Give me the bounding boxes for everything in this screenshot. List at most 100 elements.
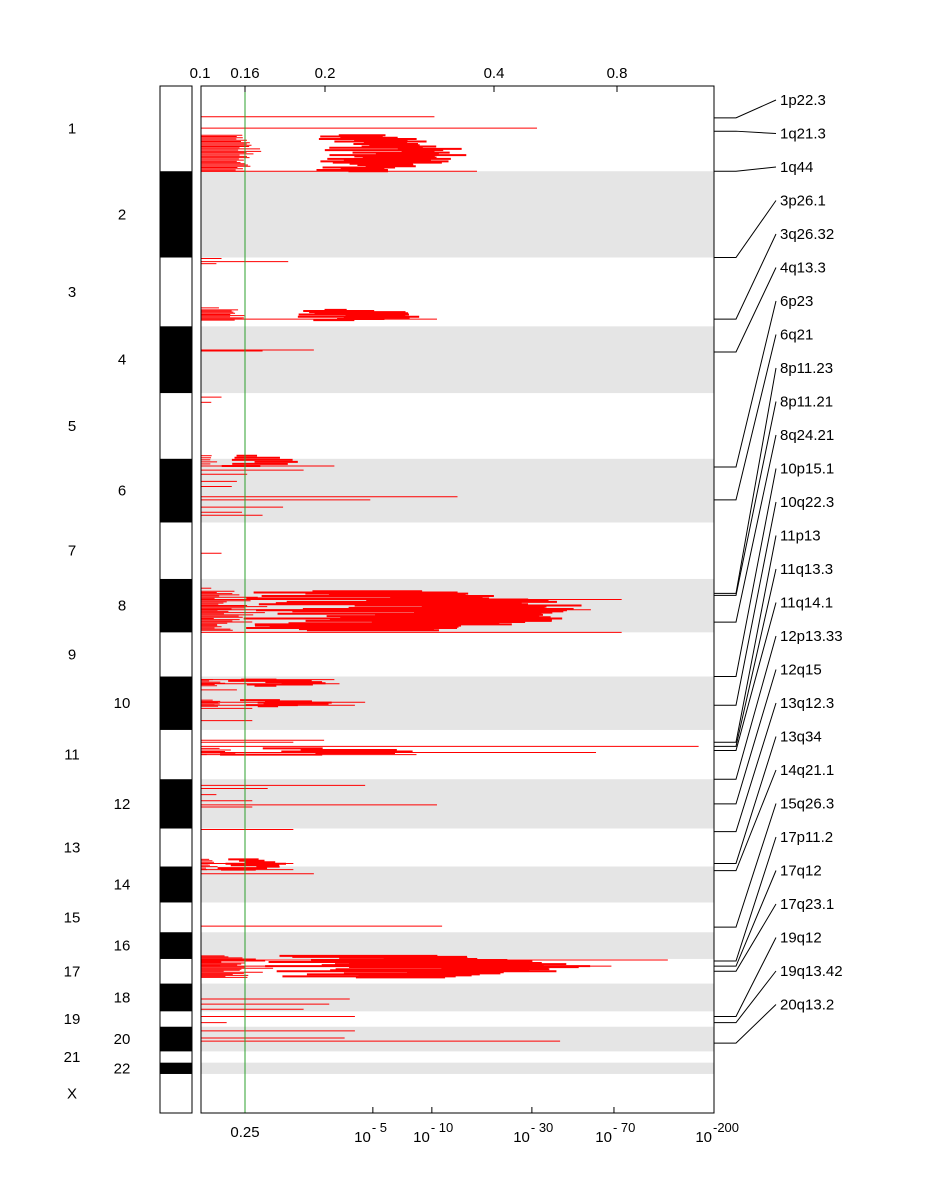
- ideogram-block-chr-4: [160, 326, 192, 394]
- bottom-axis-tick-label: 10- 70: [595, 1120, 635, 1146]
- peak-label: 12q15: [780, 662, 822, 679]
- peak-annotation: 4q13.3: [714, 260, 826, 353]
- chromosome-label: 19: [64, 1011, 81, 1028]
- peak-label: 19q13.42: [780, 963, 843, 980]
- peak-label: 11q13.3: [780, 561, 833, 578]
- peak-annotation: 11p13: [714, 528, 821, 743]
- peak-leader-line: [714, 130, 777, 134]
- peak-annotation: 8p11.21: [714, 394, 833, 596]
- peak-label: 8q24.21: [780, 427, 834, 444]
- plot-frame: [200, 85, 715, 1114]
- top-axis-tick-label: 0.4: [484, 65, 505, 82]
- chromosome-label: 9: [68, 646, 76, 663]
- ideogram-block-chr-6: [160, 458, 192, 523]
- bottom-axis-tick-exponent: - 10: [431, 1120, 453, 1135]
- peak-leader-line: [714, 401, 777, 596]
- peak-label: 6q21: [780, 327, 813, 344]
- chromosome-label: 11: [64, 747, 80, 764]
- peak-annotation: 3q26.32: [714, 226, 834, 320]
- bottom-axis-tick-exponent: - 30: [531, 1120, 553, 1135]
- peak-label: 6p23: [780, 293, 813, 310]
- peak-label: 17q23.1: [780, 896, 834, 913]
- peak-annotation: 6q21: [714, 327, 813, 501]
- ideogram-block-chr-16: [160, 932, 192, 959]
- band-chr-12: [201, 779, 714, 829]
- peak-annotation: 12p13.33: [714, 628, 843, 780]
- peak-leader-line: [714, 1004, 777, 1044]
- peak-annotation: 1p22.3: [714, 92, 826, 119]
- peak-annotation: 10q22.3: [714, 494, 834, 706]
- peak-annotation: 15q26.3: [714, 796, 834, 928]
- peak-leader-line: [714, 535, 777, 743]
- top-axis-tick-label: 0.1: [190, 65, 211, 82]
- peak-annotation: 14q21.1: [714, 762, 834, 872]
- peak-leader-line: [714, 870, 777, 967]
- peak-leader-line: [714, 434, 777, 623]
- peak-leader-line: [714, 602, 777, 751]
- peak-annotation: 8q24.21: [714, 427, 834, 623]
- peak-leader-line: [714, 937, 777, 1017]
- peak-label: 15q26.3: [780, 796, 834, 813]
- peak-leader-line: [714, 736, 777, 864]
- score-segments: [201, 116, 699, 1042]
- peak-label: 1q44: [780, 159, 813, 176]
- peak-label: 8p11.21: [780, 394, 833, 411]
- peak-leader-line: [714, 836, 777, 962]
- ideogram-block-chr-14: [160, 866, 192, 903]
- bottom-axis-tick-base: 10: [413, 1129, 430, 1146]
- peak-annotation: 17p11.2: [714, 829, 833, 962]
- ideogram-block-chr-2: [160, 171, 192, 258]
- peak-label: 8p11.23: [780, 360, 833, 377]
- peak-annotation: 6p23: [714, 293, 813, 468]
- ideogram-block-chr-10: [160, 676, 192, 730]
- chromosome-label: 17: [64, 963, 81, 980]
- chromosome-label: 21: [64, 1049, 81, 1066]
- bottom-axis-tick-label: 10- 30: [513, 1120, 553, 1146]
- peak-leader-line: [714, 769, 777, 872]
- peak-leader-line: [714, 635, 777, 780]
- chromosome-label: 2: [118, 206, 126, 223]
- peak-label: 3q26.32: [780, 226, 834, 243]
- bottom-axis-tick-exponent: - 70: [613, 1120, 635, 1135]
- band-chr-2: [201, 171, 714, 258]
- peak-annotation: 10p15.1: [714, 461, 834, 678]
- chromosome-label: 8: [118, 598, 126, 615]
- peak-label: 13q34: [780, 729, 822, 746]
- bottom-axis-tick-exponent: -200: [713, 1120, 739, 1135]
- bottom-axis-tick-base: 10: [354, 1129, 371, 1146]
- chromosome-label: 4: [118, 352, 126, 369]
- peak-leader-line: [714, 568, 777, 747]
- ideogram-block-chr-20: [160, 1026, 192, 1052]
- ideogram-block-chr-12: [160, 779, 192, 829]
- chromosome-label: 7: [68, 543, 76, 560]
- peak-annotation: 13q34: [714, 729, 822, 864]
- peak-annotation: 17q23.1: [714, 896, 834, 972]
- peak-leader-line: [714, 334, 777, 501]
- peak-annotation: 3p26.1: [714, 193, 826, 259]
- ideogram-block-chr-8: [160, 578, 192, 633]
- band-chr-22: [201, 1062, 714, 1074]
- peak-label: 17p11.2: [780, 829, 833, 846]
- peak-labels: 1p22.3 1q21.3 1q44 3p26.1 3q26.32 4q13.3 6p23 6…: [714, 92, 843, 1044]
- chromosome-label: 18: [114, 989, 131, 1006]
- peak-annotation: 11q14.1: [714, 595, 833, 751]
- peak-leader-line: [714, 468, 777, 678]
- peak-leader-line: [714, 233, 777, 320]
- top-axis-tick-label: 0.8: [607, 65, 628, 82]
- chromosome-label: 20: [114, 1031, 131, 1048]
- peak-annotation: 19q12: [714, 930, 822, 1017]
- bottom-axis-tick-label: 10- 5: [354, 1120, 387, 1146]
- peak-leader-line: [714, 200, 777, 259]
- peak-label: 14q21.1: [780, 762, 834, 779]
- peak-leader-line: [714, 669, 777, 805]
- chromosome-label: 13: [64, 840, 81, 857]
- peak-label: 1p22.3: [780, 92, 826, 109]
- ideogram-frame: [159, 85, 193, 1114]
- peak-leader-line: [714, 903, 777, 972]
- chromosome-label: 16: [114, 938, 131, 955]
- ideogram-block-chr-22: [160, 1062, 192, 1074]
- top-axis-tick-label: 0.16: [230, 65, 259, 82]
- chromosome-label: X: [67, 1085, 77, 1102]
